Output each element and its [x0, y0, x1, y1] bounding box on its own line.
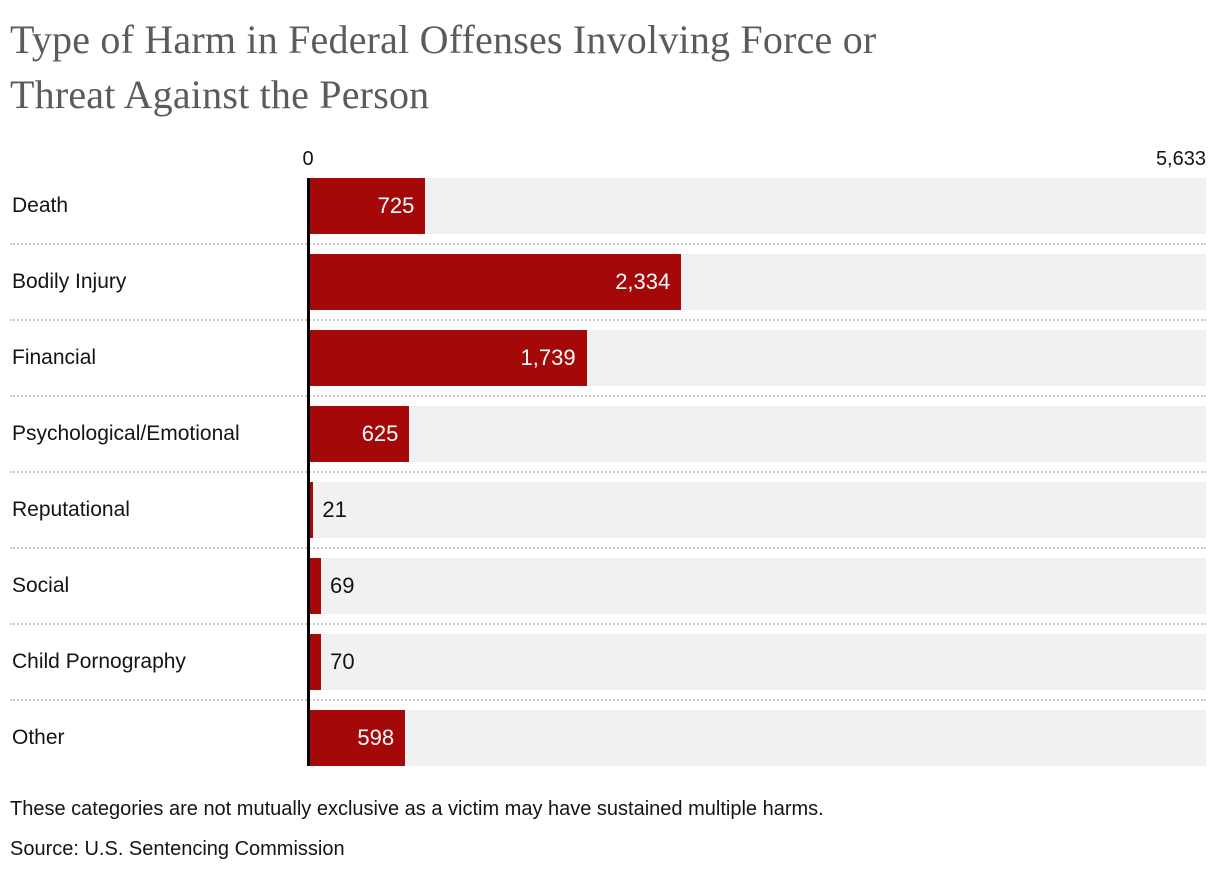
category-label: Other: [12, 726, 65, 749]
row-separator: [10, 243, 1206, 245]
bar-track: 625: [310, 406, 1206, 462]
row-separator: [10, 699, 1206, 701]
bar: [310, 482, 314, 538]
bar-value-outside: 69: [329, 573, 355, 598]
bar-track: 725: [310, 178, 1206, 234]
row-separator: [10, 319, 1206, 321]
bar-value-inside: 598: [357, 725, 395, 750]
axis-line: [307, 178, 310, 766]
category-label: Social: [12, 574, 70, 597]
chart-row: Psychological/Emotional 625: [10, 406, 1206, 462]
bar: 598: [310, 710, 406, 766]
bar: [310, 558, 321, 614]
row-separator: [10, 547, 1206, 549]
chart-title-line1: Type of Harm in Federal Offenses Involvi…: [10, 17, 877, 62]
category-label: Child Pornography: [12, 650, 186, 673]
axis-tick-min: 0: [302, 148, 314, 170]
axis-tick-max: 5,633: [1155, 148, 1206, 170]
footnote: These categories are not mutually exclus…: [10, 798, 824, 820]
bar-value-inside: 725: [377, 193, 415, 218]
bar-track: 21: [310, 482, 1206, 538]
source-line: Source: U.S. Sentencing Commission: [10, 838, 345, 860]
category-label: Psychological/Emotional: [12, 422, 240, 445]
chart-row: Social 69: [10, 558, 1206, 614]
bar-track: 2,334: [310, 254, 1206, 310]
chart-body: Death 725 Bodily Injury 2,334 Financial …: [10, 178, 1206, 766]
category-label: Death: [12, 194, 69, 217]
chart-title: Type of Harm in Federal Offenses Involvi…: [10, 12, 1206, 122]
bar-track: 69: [310, 558, 1206, 614]
bar: 1,739: [310, 330, 587, 386]
bar: 725: [310, 178, 426, 234]
bar-track: 70: [310, 634, 1206, 690]
chart-row: Child Pornography 70: [10, 634, 1206, 690]
bar-track: 1,739: [310, 330, 1206, 386]
category-label: Financial: [12, 346, 97, 369]
bar: 2,334: [310, 254, 682, 310]
bar-value-outside: 21: [322, 497, 347, 522]
row-separator: [10, 471, 1206, 473]
bar-track: 598: [310, 710, 1206, 766]
bar-value-outside: 70: [330, 649, 355, 674]
bar: 625: [310, 406, 410, 462]
row-separator: [10, 623, 1206, 625]
bar-value-inside: 2,334: [615, 269, 671, 294]
bar-value-inside: 1,739: [520, 345, 576, 370]
chart-title-line2: Threat Against the Person: [10, 72, 430, 117]
chart-row: Other 598: [10, 710, 1206, 766]
chart-row: Financial 1,739: [10, 330, 1206, 386]
row-separator: [10, 395, 1206, 397]
category-label: Reputational: [12, 498, 130, 521]
bar: [310, 634, 322, 690]
bar-value-inside: 625: [361, 421, 399, 446]
category-label: Bodily Injury: [12, 270, 127, 293]
chart-row: Reputational 21: [10, 482, 1206, 538]
axis-header: 0 5,633: [10, 139, 1206, 169]
chart-row: Death 725: [10, 178, 1206, 234]
chart-row: Bodily Injury 2,334: [10, 254, 1206, 310]
